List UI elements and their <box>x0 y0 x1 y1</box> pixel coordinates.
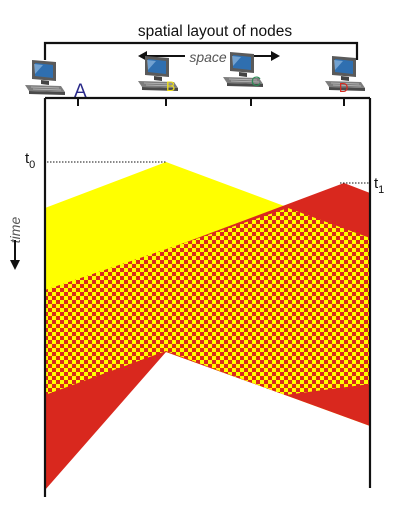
title-bracket <box>43 41 359 60</box>
space-label: space <box>189 49 227 65</box>
computer-icon <box>223 52 263 87</box>
computer-icon <box>25 60 65 95</box>
diagram-title: spatial layout of nodes <box>138 23 292 40</box>
t0-label: t0 <box>25 150 35 171</box>
node-label-b: B <box>166 78 175 94</box>
node-label-c: C <box>251 73 261 89</box>
computer-icon <box>325 56 365 91</box>
time-label: time <box>7 217 23 244</box>
bus-ticks <box>77 98 345 106</box>
t1-label: t1 <box>374 175 384 196</box>
node-label-d: D <box>339 80 348 95</box>
computer-icon <box>138 56 178 91</box>
collision-overlap-region <box>45 208 370 395</box>
space-arrow-left <box>138 51 185 61</box>
time-arrow <box>10 240 20 270</box>
node-label-a: A <box>74 81 87 102</box>
